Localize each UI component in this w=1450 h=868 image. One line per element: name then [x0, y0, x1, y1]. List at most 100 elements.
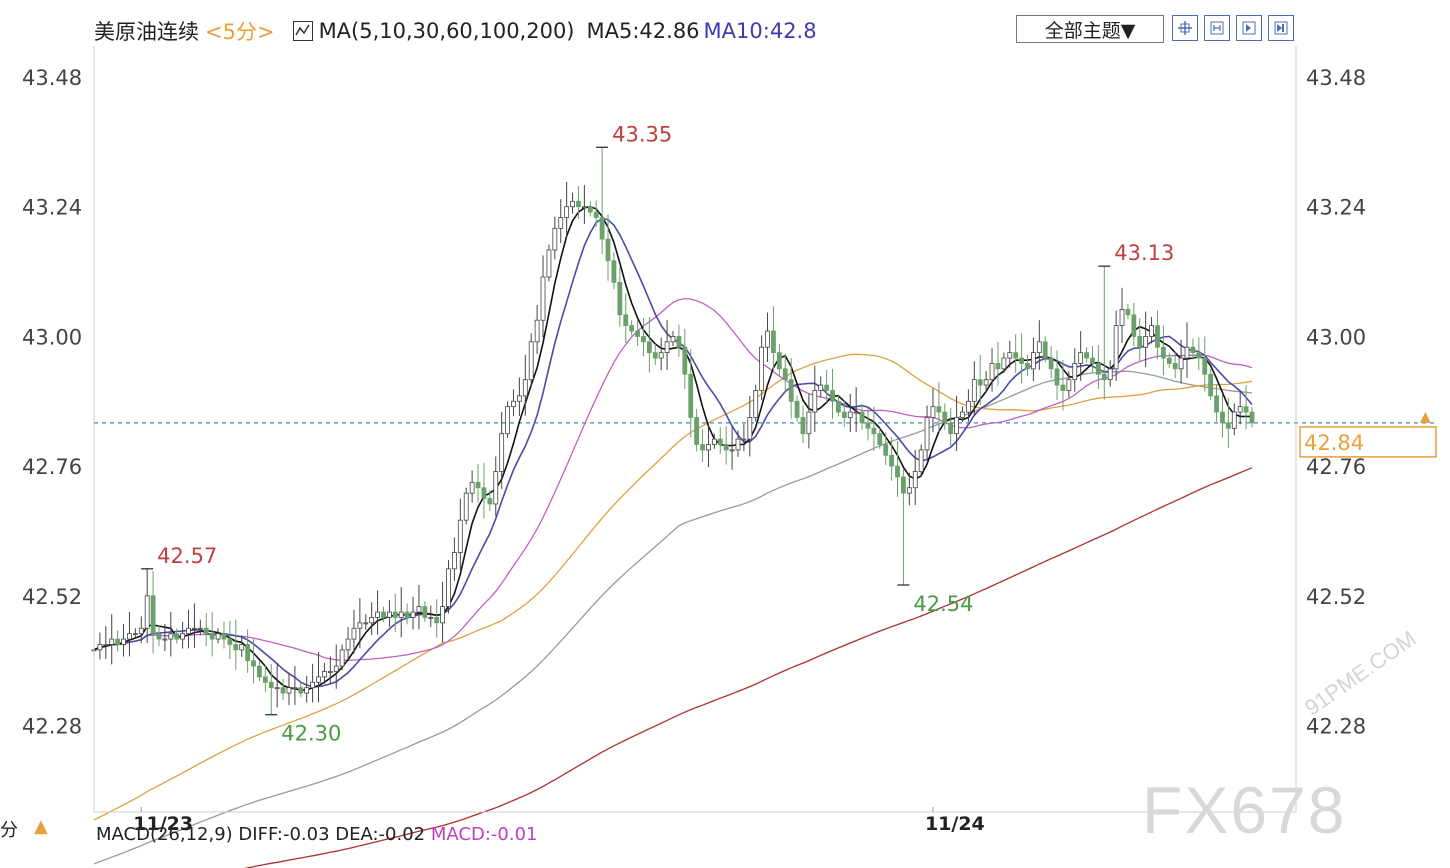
candle-body: [499, 433, 505, 472]
candle-body: [369, 617, 375, 624]
candle-body: [1001, 357, 1007, 370]
candle-body: [1243, 406, 1249, 413]
period-selector[interactable]: <5分>: [205, 20, 275, 44]
candle-body: [853, 411, 859, 414]
candle-body: [1202, 357, 1208, 375]
candle-body: [883, 444, 889, 456]
macd-params: MACD(26,12,9) DIFF:-0.03 DEA:-0.02: [96, 824, 426, 845]
candle-body: [546, 249, 552, 278]
candle-body: [587, 206, 593, 213]
candle-body: [776, 352, 782, 370]
candle-body: [469, 481, 475, 494]
crosshair-icon[interactable]: [1172, 15, 1198, 41]
candle-body: [174, 633, 180, 640]
candle-body: [741, 438, 747, 441]
candle-body: [239, 644, 245, 651]
y-tick-label-left: 42.52: [22, 585, 82, 609]
candle-body: [895, 465, 900, 478]
candle-body: [1231, 411, 1237, 429]
candle-body: [1095, 363, 1101, 375]
indicator-chart-icon[interactable]: [292, 21, 313, 41]
candle-body: [1137, 336, 1143, 348]
symbol-name[interactable]: 美原油连续: [94, 20, 199, 44]
candle-body: [995, 363, 1001, 370]
candle-body: [942, 411, 948, 424]
candle-body: [593, 211, 599, 218]
candle-body: [735, 438, 741, 451]
low-label: 42.54: [913, 592, 973, 616]
candle-body: [1220, 411, 1225, 424]
candle-body: [1125, 309, 1131, 316]
candle-body: [747, 417, 753, 440]
candle-body: [1084, 352, 1089, 359]
candle-body: [387, 611, 392, 618]
candle-body: [487, 498, 493, 505]
candle-body: [404, 611, 410, 618]
candle-body: [682, 346, 688, 375]
candle-body: [1042, 341, 1048, 359]
candle-body: [924, 417, 930, 451]
candle-body: [558, 217, 564, 229]
candle-body: [983, 379, 989, 386]
candle-body: [912, 471, 918, 489]
candle-body: [511, 400, 516, 408]
ma10-value: MA10:42.8: [703, 19, 817, 43]
y-tick-label-right: 42.28: [1306, 715, 1366, 739]
ma200-line: [243, 467, 1253, 868]
ma5-line: [93, 205, 1252, 691]
candle-body: [1190, 346, 1196, 354]
candle-body: [446, 568, 451, 608]
candle-body: [847, 411, 853, 418]
candle-body: [1007, 352, 1013, 359]
candle-body: [422, 606, 428, 618]
candle-body: [936, 406, 942, 413]
candle-body: [457, 519, 463, 553]
candle-body: [800, 417, 806, 435]
candle-body: [428, 617, 434, 619]
candle-body: [1119, 309, 1125, 327]
candle-body: [723, 444, 729, 451]
candle-body: [251, 660, 256, 667]
candle-body: [1025, 363, 1030, 370]
candle-body: [960, 411, 965, 418]
step-icon[interactable]: [1236, 15, 1262, 41]
candle-body: [203, 627, 209, 635]
candle-body: [209, 633, 215, 640]
candle-body: [599, 217, 605, 240]
zoom-icon[interactable]: [1204, 15, 1230, 41]
candle-body: [906, 487, 912, 494]
candles: [91, 147, 1255, 715]
candle-body: [1101, 373, 1107, 381]
candle-body: [1172, 363, 1178, 370]
candle-body: [168, 633, 174, 640]
theme-dropdown[interactable]: 全部主题▼: [1016, 15, 1164, 43]
candle-body: [197, 627, 203, 630]
candle-body: [381, 611, 386, 618]
candle-body: [351, 627, 357, 640]
collapse-arrow-icon[interactable]: ▲: [34, 816, 48, 837]
candle-body: [475, 481, 481, 489]
y-tick-label-left: 42.76: [22, 455, 82, 479]
ma100-line: [93, 370, 1253, 865]
candle-body: [138, 627, 144, 635]
candle-body: [310, 681, 316, 689]
chart-tool-buttons: [1172, 15, 1294, 41]
candle-body: [871, 427, 877, 435]
candle-body: [363, 622, 369, 625]
forward-icon[interactable]: [1268, 15, 1294, 41]
candle-body: [1036, 341, 1042, 354]
candle-body: [1048, 357, 1054, 370]
moving-average-lines: [93, 205, 1253, 868]
candle-body: [1019, 357, 1024, 364]
candle-body: [1113, 325, 1119, 370]
candle-body: [1054, 368, 1060, 386]
candle-body: [528, 341, 534, 381]
candle-body: [806, 411, 812, 435]
candle-body: [481, 487, 487, 499]
candle-body: [759, 346, 765, 391]
candle-body: [652, 352, 658, 359]
candle-body: [327, 671, 333, 673]
candle-body: [180, 633, 186, 640]
candle-body: [670, 336, 676, 343]
